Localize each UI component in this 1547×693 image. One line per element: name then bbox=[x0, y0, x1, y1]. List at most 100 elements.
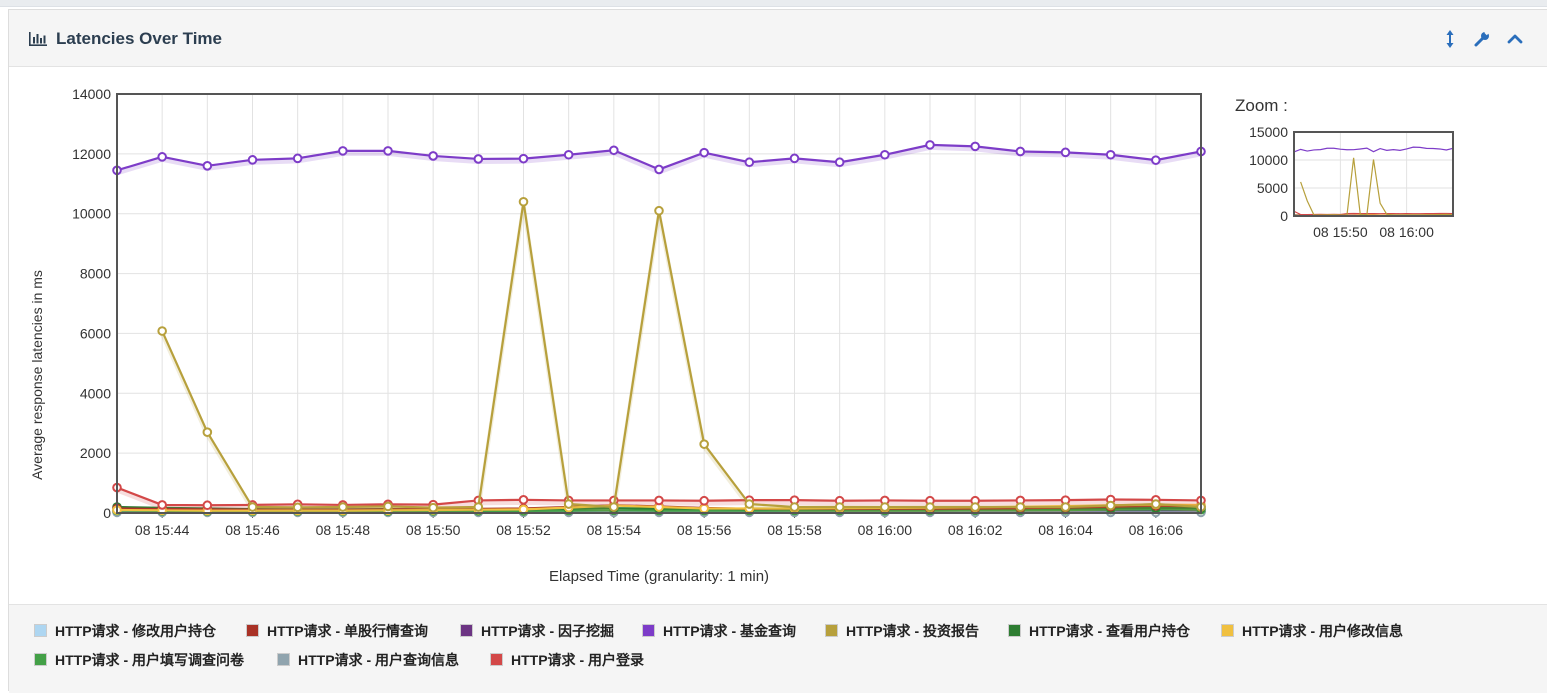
zoom-y-tick-label: 5000 bbox=[1257, 180, 1288, 196]
vertical-resize-button[interactable] bbox=[1439, 28, 1461, 50]
legend-item[interactable]: HTTP请求 - 因子挖掘 bbox=[460, 621, 614, 639]
data-point[interactable] bbox=[655, 166, 663, 174]
collapse-button[interactable] bbox=[1504, 28, 1526, 50]
legend-swatch bbox=[277, 653, 290, 666]
data-point[interactable] bbox=[204, 428, 212, 436]
data-point[interactable] bbox=[429, 504, 437, 512]
data-point[interactable] bbox=[1062, 149, 1070, 157]
data-point[interactable] bbox=[475, 155, 483, 163]
data-point[interactable] bbox=[384, 503, 392, 511]
data-point[interactable] bbox=[610, 503, 618, 511]
legend-swatch bbox=[642, 624, 655, 637]
data-point[interactable] bbox=[520, 496, 528, 504]
data-point[interactable] bbox=[475, 503, 483, 511]
data-point[interactable] bbox=[971, 143, 979, 151]
legend-label: HTTP请求 - 用户填写调查问卷 bbox=[55, 652, 244, 668]
data-point[interactable] bbox=[610, 146, 618, 154]
legend-item[interactable]: HTTP请求 - 用户修改信息 bbox=[1221, 621, 1403, 639]
data-point[interactable] bbox=[791, 155, 799, 163]
x-tick-label: 08 15:48 bbox=[316, 522, 371, 538]
zoom-plot-background bbox=[1294, 132, 1453, 216]
zoom-x-tick-label: 08 15:50 bbox=[1313, 224, 1368, 240]
legend-item[interactable]: HTTP请求 - 单股行情查询 bbox=[246, 621, 428, 639]
chevron-up-icon bbox=[1504, 28, 1526, 50]
data-point[interactable] bbox=[204, 162, 212, 170]
data-point[interactable] bbox=[204, 501, 212, 509]
data-point[interactable] bbox=[881, 503, 889, 511]
x-tick-label: 08 15:54 bbox=[587, 522, 642, 538]
data-point[interactable] bbox=[294, 155, 302, 163]
data-point[interactable] bbox=[565, 500, 573, 508]
vertical-resize-icon bbox=[1439, 28, 1461, 50]
data-point[interactable] bbox=[881, 151, 889, 159]
data-point[interactable] bbox=[429, 152, 437, 160]
legend-swatch bbox=[825, 624, 838, 637]
data-point[interactable] bbox=[1017, 503, 1025, 511]
legend-item[interactable]: HTTP请求 - 用户查询信息 bbox=[277, 650, 459, 668]
data-point[interactable] bbox=[836, 158, 844, 166]
legend-swatch bbox=[1008, 624, 1021, 637]
legend-item[interactable]: HTTP请求 - 修改用户持仓 bbox=[34, 621, 216, 639]
data-point[interactable] bbox=[249, 503, 257, 511]
data-point[interactable] bbox=[1152, 500, 1160, 508]
y-tick-label: 6000 bbox=[80, 325, 111, 341]
data-point[interactable] bbox=[520, 155, 528, 163]
data-point[interactable] bbox=[158, 153, 166, 161]
latencies-panel: Latencies Over Time Average response lat… bbox=[8, 9, 1547, 691]
data-point[interactable] bbox=[158, 501, 166, 509]
y-axis-label: Average response latencies in ms bbox=[29, 270, 45, 480]
data-point[interactable] bbox=[700, 497, 708, 505]
data-point[interactable] bbox=[926, 141, 934, 149]
data-point[interactable] bbox=[520, 198, 528, 206]
data-point[interactable] bbox=[791, 503, 799, 511]
zoom-x-tick-label: 08 16:00 bbox=[1379, 224, 1434, 240]
data-point[interactable] bbox=[1107, 151, 1115, 159]
legend-item[interactable]: HTTP请求 - 基金查询 bbox=[642, 621, 796, 639]
legend-swatch bbox=[490, 653, 503, 666]
legend-item[interactable]: HTTP请求 - 用户登录 bbox=[490, 650, 644, 668]
settings-button[interactable] bbox=[1471, 28, 1493, 50]
data-point[interactable] bbox=[339, 147, 347, 155]
data-point[interactable] bbox=[746, 158, 754, 166]
legend-label: HTTP请求 - 用户查询信息 bbox=[298, 652, 459, 668]
data-point[interactable] bbox=[1017, 148, 1025, 156]
data-point[interactable] bbox=[746, 500, 754, 508]
data-point[interactable] bbox=[249, 156, 257, 164]
wrench-icon bbox=[1471, 28, 1493, 50]
y-tick-label: 12000 bbox=[72, 146, 111, 162]
data-point[interactable] bbox=[836, 503, 844, 511]
data-point[interactable] bbox=[1062, 503, 1070, 511]
legend-item[interactable]: HTTP请求 - 查看用户持仓 bbox=[1008, 621, 1190, 639]
zoom-label: Zoom : bbox=[1235, 96, 1288, 116]
data-point[interactable] bbox=[926, 503, 934, 511]
data-point[interactable] bbox=[700, 440, 708, 448]
legend-label: HTTP请求 - 用户修改信息 bbox=[1242, 623, 1403, 639]
data-point[interactable] bbox=[294, 504, 302, 512]
data-point[interactable] bbox=[1152, 156, 1160, 164]
legend-item[interactable]: HTTP请求 - 投资报告 bbox=[825, 621, 979, 639]
y-tick-label: 10000 bbox=[72, 206, 111, 222]
data-point[interactable] bbox=[1107, 502, 1115, 510]
legend-item[interactable]: HTTP请求 - 用户填写调查问卷 bbox=[34, 650, 244, 668]
top-strip bbox=[0, 0, 1547, 7]
data-point[interactable] bbox=[565, 151, 573, 159]
legend-label: HTTP请求 - 单股行情查询 bbox=[267, 623, 428, 639]
bar-chart-icon bbox=[29, 31, 47, 47]
legend-label: HTTP请求 - 查看用户持仓 bbox=[1029, 623, 1190, 639]
data-point[interactable] bbox=[700, 505, 708, 513]
data-point[interactable] bbox=[700, 149, 708, 157]
data-point[interactable] bbox=[158, 327, 166, 335]
x-tick-label: 08 15:46 bbox=[225, 522, 280, 538]
data-point[interactable] bbox=[971, 503, 979, 511]
zoom-y-tick-label: 0 bbox=[1280, 208, 1288, 224]
x-tick-label: 08 15:52 bbox=[496, 522, 551, 538]
data-point[interactable] bbox=[339, 503, 347, 511]
data-point[interactable] bbox=[655, 207, 663, 215]
x-tick-label: 08 16:00 bbox=[858, 522, 913, 538]
y-tick-label: 4000 bbox=[80, 385, 111, 401]
data-point[interactable] bbox=[655, 497, 663, 505]
x-tick-label: 08 15:58 bbox=[767, 522, 822, 538]
data-point[interactable] bbox=[384, 147, 392, 155]
legend-swatch bbox=[460, 624, 473, 637]
